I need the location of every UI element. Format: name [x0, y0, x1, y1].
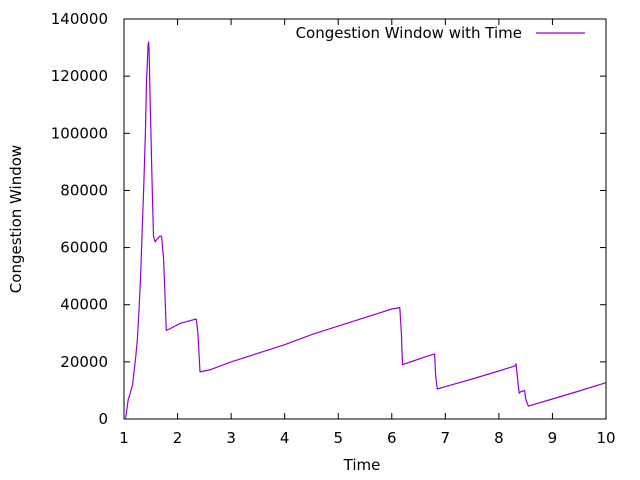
x-tick-label: 7 — [441, 429, 451, 447]
y-tick-label: 100000 — [51, 124, 108, 142]
y-tick-label: 0 — [98, 410, 108, 428]
x-tick-label: 9 — [548, 429, 558, 447]
y-tick-label: 20000 — [60, 353, 108, 371]
y-tick-label: 80000 — [60, 181, 108, 199]
legend-label: Congestion Window with Time — [296, 24, 522, 42]
y-axis-title: Congestion Window — [7, 145, 25, 293]
congestion-window-line — [125, 41, 607, 420]
x-tick-label: 3 — [226, 429, 236, 447]
x-tick-label: 10 — [596, 429, 615, 447]
y-tick-label: 60000 — [60, 239, 108, 257]
y-tick-label: 140000 — [51, 10, 108, 28]
x-tick-label: 6 — [387, 429, 397, 447]
x-tick-label: 2 — [173, 429, 183, 447]
x-tick-label: 5 — [333, 429, 343, 447]
x-tick-label: 1 — [119, 429, 129, 447]
x-tick-label: 8 — [494, 429, 504, 447]
x-tick-label: 4 — [280, 429, 290, 447]
axis-tick-labels: 1 2 3 4 5 6 7 8 9 10 0 20000 40000 60000 80000 100000 12… — [51, 10, 616, 447]
plot-frame — [123, 18, 607, 420]
x-axis-title: Time — [343, 456, 381, 474]
axis-ticks — [123, 18, 607, 420]
legend: Congestion Window with Time — [296, 24, 585, 42]
y-tick-label: 120000 — [51, 67, 108, 85]
y-tick-label: 40000 — [60, 296, 108, 314]
